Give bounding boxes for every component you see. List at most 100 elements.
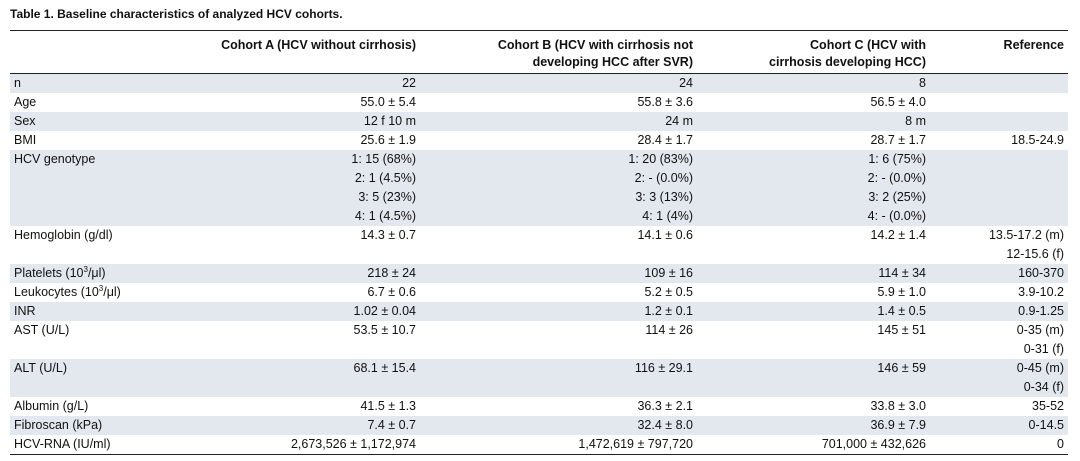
cell: 56.5 ± 4.0 (697, 93, 930, 112)
cell: 0-14.5 (930, 416, 1068, 435)
cell: 13.5-17.2 (m) 12-15.6 (f) (930, 226, 1068, 264)
cell-line: 1: 20 (83%) (628, 152, 693, 166)
cell: 6.7 ± 0.6 (185, 283, 420, 302)
cell-line: 25.6 ± 1.9 (360, 133, 416, 147)
cell (930, 150, 1068, 226)
row-label: Sex (14, 114, 36, 128)
cell: 1: 15 (68%) 2: 1 (4.5%) 3: 5 (23%) 4: 1 (4.… (185, 150, 420, 226)
cell: 53.5 ± 10.7 (185, 321, 420, 359)
cell-line: 0-31 (f) (1023, 342, 1064, 356)
table: Cohort A (HCV without cirrhosis) Cohort B… (10, 30, 1068, 455)
cell-line: 1.2 ± 0.1 (644, 304, 693, 318)
cell-line: 12-15.6 (f) (1006, 247, 1064, 261)
cell-line: 8 (919, 76, 926, 90)
table-row: Platelets (103/μl) 218 ± 24 109 ± 16 114 ± … (10, 264, 1068, 283)
cell: 55.8 ± 3.6 (420, 93, 697, 112)
cell-line: 28.4 ± 1.7 (637, 133, 693, 147)
header-line: cirrhosis developing HCC) (769, 55, 926, 69)
cell-line: 3: 3 (13%) (635, 190, 693, 204)
label-superscript: 3 (98, 283, 104, 293)
table-title: Table 1. Baseline characteristics of ana… (10, 7, 343, 21)
cell: 32.4 ± 8.0 (420, 416, 697, 435)
cell-line: 2: 1 (4.5%) (354, 171, 416, 185)
cell-line: 3: 5 (23%) (358, 190, 416, 204)
cell: 1.4 ± 0.5 (697, 302, 930, 321)
cell-line: 14.3 ± 0.7 (360, 228, 416, 242)
row-label: ALT (U/L) (14, 361, 68, 375)
cell: 160-370 (930, 264, 1068, 283)
cell: 24 m (420, 112, 697, 131)
cell-line: 22 (402, 76, 416, 90)
cell: 5.2 ± 0.5 (420, 283, 697, 302)
cell-line: 5.2 ± 0.5 (644, 285, 693, 299)
table-header: Cohort A (HCV without cirrhosis) Cohort B… (10, 30, 1068, 74)
header-line: Reference (1003, 38, 1064, 52)
row-label: Hemoglobin (g/dl) (14, 228, 113, 242)
cell-line: 6.7 ± 0.6 (367, 285, 416, 299)
cell: 145 ± 51 (697, 321, 930, 359)
cell: 0 (930, 435, 1068, 455)
label-text: Leukocytes (10 (14, 285, 99, 299)
header-line: developing HCC after SVR) (532, 55, 693, 69)
cell: 14.3 ± 0.7 (185, 226, 420, 264)
cell-line: 114 ± 34 (878, 266, 926, 280)
cell: 8 m (697, 112, 930, 131)
cell-line: 36.9 ± 7.9 (870, 418, 926, 432)
row-label: HCV-RNA (IU/ml) (14, 437, 111, 451)
label-superscript: 3 (83, 264, 88, 274)
cell-line: 4: 1 (4%) (642, 209, 693, 223)
cell-line: 218 ± 24 (367, 266, 416, 280)
cell-line: 109 ± 16 (644, 266, 693, 280)
cell-line: 2,673,526 ± 1,172,974 (290, 437, 416, 451)
cell: 1.02 ± 0.04 (185, 302, 420, 321)
row-label: Leukocytes (103/μl) (10, 283, 185, 302)
cell: 22 (185, 74, 420, 94)
cell (930, 112, 1068, 131)
cell-line: 24 (679, 76, 693, 90)
row-label: Age (14, 95, 37, 109)
cell: 701,000 ± 432,626 (697, 435, 930, 455)
cell: 28.7 ± 1.7 (697, 131, 930, 150)
table-row: Sex 12 f 10 m 24 m 8 m (10, 112, 1068, 131)
cell: 0-45 (m) 0-34 (f) (930, 359, 1068, 397)
table-row: HCV-RNA (IU/ml) 2,673,526 ± 1,172,974 1,47… (10, 435, 1068, 455)
cell-line: 18.5-24.9 (1011, 133, 1064, 147)
row-label: Fibroscan (kPa) (14, 418, 103, 432)
cell-line: 145 ± 51 (877, 323, 926, 337)
cell: 33.8 ± 3.0 (697, 397, 930, 416)
table-row: INR 1.02 ± 0.04 1.2 ± 0.1 1.4 ± 0.5 0.9-1.25 (10, 302, 1068, 321)
cell-line: 36.3 ± 2.1 (637, 399, 693, 413)
cell-line: 5.9 ± 1.0 (877, 285, 926, 299)
cell-line: 32.4 ± 8.0 (637, 418, 693, 432)
cell (930, 93, 1068, 112)
cell: 2,673,526 ± 1,172,974 (185, 435, 420, 455)
cell-line: 4: 1 (4.5%) (354, 209, 416, 223)
cell-line: 1.4 ± 0.5 (877, 304, 926, 318)
header-cell: Reference (930, 31, 1068, 74)
cell: 1: 20 (83%) 2: - (0.0%) 3: 3 (13%) 4: 1 (4%… (420, 150, 697, 226)
cell-line: 114 ± 26 (645, 323, 693, 337)
cell: 36.3 ± 2.1 (420, 397, 697, 416)
cell: 41.5 ± 1.3 (185, 397, 420, 416)
cell-line: 35-52 (1032, 399, 1064, 413)
header-cell: Cohort A (HCV without cirrhosis) (185, 31, 420, 74)
cell: 25.6 ± 1.9 (185, 131, 420, 150)
cell: 5.9 ± 1.0 (697, 283, 930, 302)
cell: 114 ± 34 (697, 264, 930, 283)
row-label: Albumin (g/L) (14, 399, 89, 413)
table-row: n 22 24 8 (10, 73, 1068, 94)
cell-line: 1: 6 (75%) (868, 152, 926, 166)
cell-line: 55.0 ± 5.4 (360, 95, 416, 109)
table-row: Leukocytes (103/μl) 6.7 ± 0.6 5.2 ± 0.5 5.9… (10, 283, 1068, 302)
row-label: BMI (14, 133, 37, 147)
header-cell (10, 31, 185, 74)
cell: 28.4 ± 1.7 (420, 131, 697, 150)
cell-line: 8 m (905, 114, 926, 128)
cell-line: 7.4 ± 0.7 (367, 418, 416, 432)
cell: 3.9-10.2 (930, 283, 1068, 302)
table-row: ALT (U/L) 68.1 ± 15.4 116 ± 29.1 146 ± 59 0-… (10, 359, 1068, 397)
header-row: Cohort A (HCV without cirrhosis) Cohort B… (10, 30, 1068, 74)
cell: 14.1 ± 0.6 (420, 226, 697, 264)
cell-line: 53.5 ± 10.7 (353, 323, 416, 337)
cell-line: 33.8 ± 3.0 (870, 399, 926, 413)
